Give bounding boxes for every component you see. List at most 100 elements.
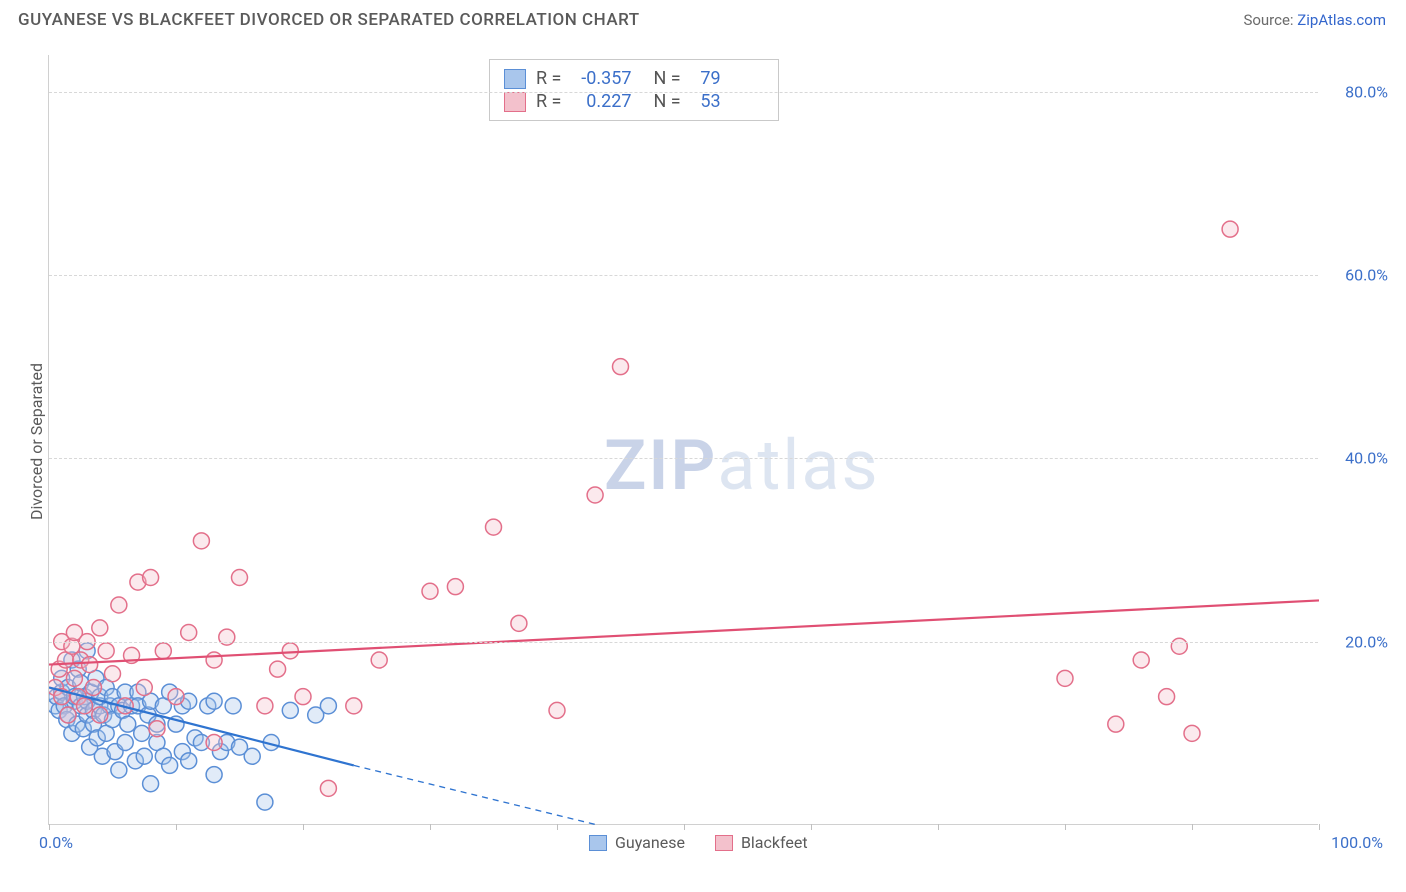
legend-item-blackfeet: Blackfeet	[715, 833, 808, 852]
n-label: N =	[653, 68, 680, 89]
data-point-blackfeet	[511, 615, 527, 631]
legend-swatch	[504, 69, 526, 89]
trend-line-blackfeet	[49, 600, 1319, 664]
scatter-plot-svg	[49, 55, 1319, 825]
data-point-blackfeet	[1057, 670, 1073, 686]
x-tick	[303, 824, 304, 830]
data-point-blackfeet	[613, 359, 629, 375]
data-point-blackfeet	[295, 689, 311, 705]
data-point-guyanese	[257, 794, 273, 810]
x-tick	[684, 824, 685, 830]
legend-swatch	[589, 835, 607, 851]
data-point-blackfeet	[371, 652, 387, 668]
data-point-blackfeet	[105, 666, 121, 682]
data-point-blackfeet	[587, 487, 603, 503]
legend-item-guyanese: Guyanese	[589, 833, 685, 852]
x-tick	[1319, 824, 1320, 830]
data-point-guyanese	[244, 748, 260, 764]
data-point-blackfeet	[143, 570, 159, 586]
data-point-blackfeet	[1159, 689, 1175, 705]
grid-line	[49, 642, 1318, 643]
legend-label: Blackfeet	[741, 833, 808, 852]
source-attribution: Source: ZipAtlas.com	[1243, 11, 1386, 29]
data-point-blackfeet	[257, 698, 273, 714]
data-point-guyanese	[206, 693, 222, 709]
data-point-blackfeet	[111, 597, 127, 613]
legend-stat-row: R = 0.227 N = 53	[504, 91, 764, 112]
r-value: -0.357	[571, 68, 631, 89]
y-tick-label: 80.0%	[1328, 82, 1388, 101]
grid-line	[49, 92, 1318, 93]
legend-swatch	[504, 92, 526, 112]
data-point-blackfeet	[206, 735, 222, 751]
data-point-blackfeet	[92, 620, 108, 636]
data-point-blackfeet	[206, 652, 222, 668]
data-point-blackfeet	[1108, 716, 1124, 732]
data-point-blackfeet	[1133, 652, 1149, 668]
y-tick-label: 20.0%	[1328, 632, 1388, 651]
data-point-blackfeet	[1184, 725, 1200, 741]
data-point-blackfeet	[85, 680, 101, 696]
series-legend: Guyanese Blackfeet	[589, 833, 808, 852]
data-point-guyanese	[282, 702, 298, 718]
n-value: 53	[691, 91, 721, 112]
legend-stat-row: R = -0.357 N = 79	[504, 68, 764, 89]
data-point-blackfeet	[193, 533, 209, 549]
r-label: R =	[536, 91, 561, 112]
r-value: 0.227	[571, 91, 631, 112]
source-link[interactable]: ZipAtlas.com	[1297, 11, 1386, 29]
data-point-blackfeet	[1222, 221, 1238, 237]
data-point-blackfeet	[270, 661, 286, 677]
x-tick	[938, 824, 939, 830]
data-point-blackfeet	[92, 707, 108, 723]
data-point-blackfeet	[136, 680, 152, 696]
n-value: 79	[691, 68, 721, 89]
legend-swatch	[715, 835, 733, 851]
data-point-blackfeet	[77, 698, 93, 714]
data-point-guyanese	[225, 698, 241, 714]
x-tick	[430, 824, 431, 830]
data-point-blackfeet	[486, 519, 502, 535]
grid-line	[49, 458, 1318, 459]
data-point-blackfeet	[98, 643, 114, 659]
x-tick	[1065, 824, 1066, 830]
x-tick	[1192, 824, 1193, 830]
data-point-guyanese	[143, 776, 159, 792]
data-point-guyanese	[120, 716, 136, 732]
data-point-blackfeet	[149, 721, 165, 737]
data-point-blackfeet	[168, 689, 184, 705]
data-point-guyanese	[181, 753, 197, 769]
data-point-blackfeet	[60, 707, 76, 723]
data-point-guyanese	[320, 698, 336, 714]
data-point-blackfeet	[320, 780, 336, 796]
data-point-blackfeet	[549, 702, 565, 718]
y-tick-label: 40.0%	[1328, 449, 1388, 468]
data-point-blackfeet	[447, 579, 463, 595]
data-point-blackfeet	[155, 643, 171, 659]
data-point-blackfeet	[66, 670, 82, 686]
data-point-guyanese	[134, 725, 150, 741]
x-tick	[811, 824, 812, 830]
data-point-guyanese	[206, 767, 222, 783]
r-label: R =	[536, 68, 561, 89]
x-tick	[49, 824, 50, 830]
grid-line	[49, 275, 1318, 276]
chart-plot-area: ZIPatlas R =-0.357N =79R =0.227N =53 Guy…	[48, 55, 1318, 825]
data-point-blackfeet	[422, 583, 438, 599]
data-point-guyanese	[117, 735, 133, 751]
correlation-legend: R = -0.357 N = 79 R = 0.227 N = 53	[489, 59, 779, 121]
x-tick	[557, 824, 558, 830]
source-prefix: Source:	[1243, 11, 1297, 29]
legend-label: Guyanese	[615, 833, 685, 852]
data-point-guyanese	[111, 762, 127, 778]
data-point-blackfeet	[346, 698, 362, 714]
y-axis-title: Divorced or Separated	[27, 363, 46, 520]
data-point-guyanese	[162, 757, 178, 773]
data-point-blackfeet	[181, 625, 197, 641]
data-point-blackfeet	[282, 643, 298, 659]
data-point-blackfeet	[232, 570, 248, 586]
data-point-blackfeet	[219, 629, 235, 645]
chart-title: GUYANESE VS BLACKFEET DIVORCED OR SEPARA…	[18, 10, 640, 30]
data-point-guyanese	[136, 748, 152, 764]
n-label: N =	[653, 91, 680, 112]
